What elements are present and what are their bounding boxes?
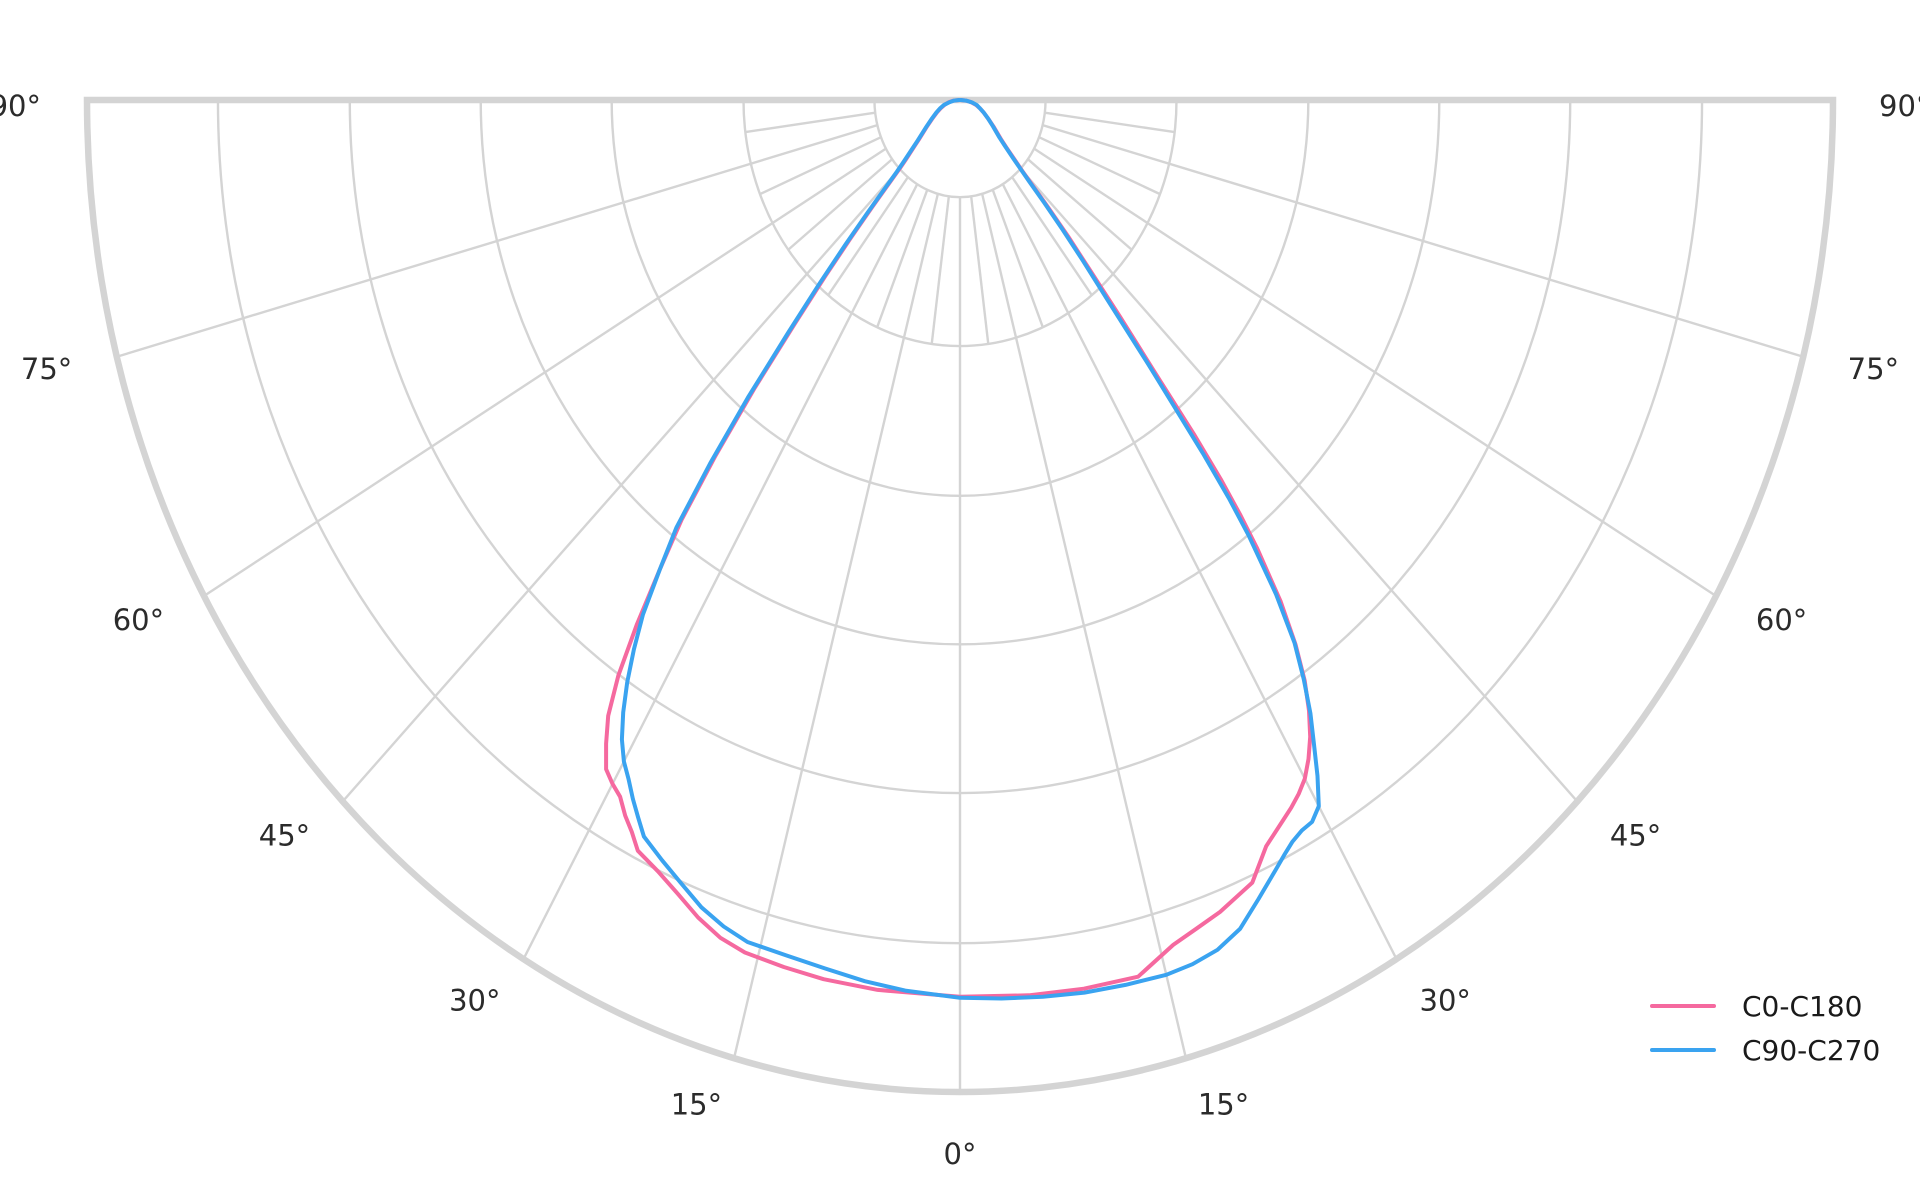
polar-axes-border — [83, 96, 1837, 1096]
polar-grid-major-spoke — [203, 147, 887, 598]
polar-grid-minor-spoke — [991, 189, 1044, 328]
angle-tick-label: 75° — [21, 352, 72, 386]
polar-grid-minor-spoke — [745, 111, 876, 134]
polar-grid-minor-spoke — [827, 176, 909, 296]
angle-tick-label: 45° — [259, 818, 310, 852]
polar-grid-minor-spoke — [1027, 158, 1133, 251]
polar-grid-minor-spoke — [759, 136, 882, 196]
legend-item-c90-c270: C90-C270 — [1650, 1028, 1880, 1072]
polar-grid-minor-spoke — [1038, 136, 1161, 196]
angle-tick-label: 90° — [1879, 89, 1920, 123]
angle-tick-label: 75° — [1848, 352, 1899, 386]
polar-grid-major-spoke — [522, 183, 919, 960]
angle-tick-label: 45° — [1610, 818, 1661, 852]
polar-grid-major-spoke — [1033, 147, 1717, 598]
polar-grid-minor-spoke — [1044, 111, 1175, 134]
angle-tick-label: 30° — [1420, 984, 1471, 1018]
legend-swatch-c90-c270 — [1650, 1048, 1716, 1052]
polar-grid-minor-spoke — [930, 196, 951, 345]
angle-tick-label: 0° — [944, 1137, 977, 1171]
chart-legend: C0-C180 C90-C270 — [1650, 984, 1880, 1072]
polar-grid-minor-spoke — [1011, 176, 1093, 296]
polar-grid-arc — [873, 99, 1047, 198]
angle-tick-label: 90° — [0, 89, 41, 123]
legend-item-c0-c180: C0-C180 — [1650, 984, 1880, 1028]
polar-grid-major-spoke — [732, 193, 940, 1059]
polar-grid-major-spoke — [116, 124, 878, 358]
polar-grid-major-spoke — [341, 167, 901, 803]
angle-tick-label: 60° — [113, 603, 164, 637]
curve-c90-c270 — [619, 98, 1321, 1001]
polar-grid-major-spoke — [1042, 124, 1804, 358]
angle-tick-label: 15° — [1198, 1088, 1249, 1122]
polar-grid-minor-spoke — [876, 189, 929, 328]
polar-grid-major-spoke — [980, 193, 1188, 1059]
angle-tick-label: 15° — [671, 1088, 722, 1122]
angle-tick-label: 60° — [1756, 603, 1807, 637]
legend-label-c0-c180: C0-C180 — [1742, 989, 1863, 1023]
polar-grid-minor-spoke — [787, 158, 893, 251]
polar-grid-minor-spoke — [969, 196, 990, 345]
polar-grid-major-spoke — [1001, 183, 1398, 960]
polar-grid-major-spoke — [1019, 167, 1579, 803]
curve-c0-c180 — [604, 98, 1313, 999]
legend-swatch-c0-c180 — [1650, 1004, 1716, 1008]
legend-label-c90-c270: C90-C270 — [1742, 1033, 1881, 1067]
angle-tick-label: 30° — [449, 984, 500, 1018]
